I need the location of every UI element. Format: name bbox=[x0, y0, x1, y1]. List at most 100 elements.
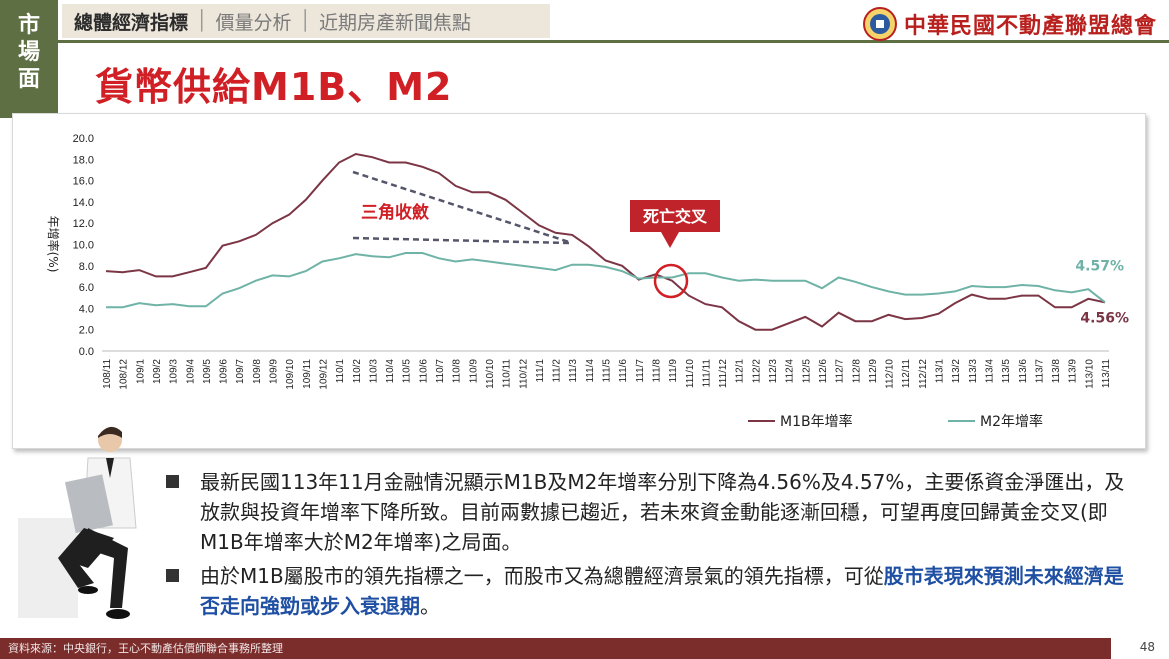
x-tick-label: 113/3 bbox=[968, 359, 979, 384]
x-tick-label: 109/10 bbox=[285, 359, 296, 390]
x-tick-label: 110/3 bbox=[368, 359, 379, 384]
bullet-square-icon bbox=[166, 475, 179, 488]
source-footer: 資料來源：中央銀行，王心不動產估價師聯合事務所整理 bbox=[0, 638, 1111, 659]
y-tick-label: 20.0 bbox=[73, 133, 94, 145]
x-tick-label: 109/7 bbox=[235, 359, 246, 384]
bullet-text: 由於M1B屬股市的領先指標之一，而股市又為總體經濟景氣的領先指標，可從 bbox=[200, 564, 884, 588]
x-tick-label: 112/10 bbox=[885, 359, 896, 389]
y-tick-label: 12.0 bbox=[73, 218, 94, 230]
x-tick-label: 111/5 bbox=[602, 359, 613, 383]
x-tick-label: 109/11 bbox=[302, 359, 313, 389]
x-tick-label: 110/2 bbox=[352, 359, 363, 384]
x-tick-label: 113/4 bbox=[984, 359, 995, 384]
x-tick-label: 112/5 bbox=[801, 359, 812, 384]
nav-separator: │ bbox=[196, 10, 208, 32]
x-tick-label: 111/12 bbox=[718, 359, 729, 389]
triangle-lower-dash bbox=[352, 236, 570, 245]
x-tick-label: 112/11 bbox=[901, 359, 912, 389]
y-tick-label: 18.0 bbox=[73, 154, 94, 166]
org-name: 中華民國不動產聯盟總會 bbox=[903, 13, 1157, 39]
x-tick-label: 110/5 bbox=[402, 359, 413, 384]
x-tick-label: 113/11 bbox=[1101, 359, 1112, 389]
annotation-cross-pointer bbox=[661, 232, 679, 248]
org-emblem-icon bbox=[862, 7, 897, 41]
x-tick-label: 109/8 bbox=[252, 359, 263, 384]
x-tick-label: 111/11 bbox=[701, 359, 712, 388]
x-tick-label: 110/7 bbox=[435, 359, 446, 384]
x-tick-label: 110/4 bbox=[385, 359, 396, 384]
x-tick-label: 113/6 bbox=[1018, 359, 1029, 384]
x-tick-label: 113/8 bbox=[1051, 359, 1062, 384]
annotation-triangle: 三角收斂 bbox=[361, 202, 430, 223]
end-label-m1b: 4.56% bbox=[1080, 310, 1129, 326]
y-tick-label: 10.0 bbox=[73, 240, 94, 252]
bullet-item: 由於M1B屬股市的領先指標之一，而股市又為總體經濟景氣的領先指標，可從股市表現來… bbox=[164, 561, 1139, 621]
annotation-cross: 死亡交叉 bbox=[643, 207, 708, 226]
line-chart: 0.0 2.0 4.0 6.0 8.0 10.0 12.0 14.0 16.0 18.0 20.0 1… bbox=[46, 133, 1129, 430]
y-tick-label: 2.0 bbox=[79, 325, 94, 337]
x-tick-label: 112/3 bbox=[768, 359, 779, 384]
page-number: 48 bbox=[1139, 640, 1155, 654]
header-rule bbox=[58, 40, 1169, 43]
x-tick-label: 113/1 bbox=[935, 359, 946, 384]
x-tick-label: 110/6 bbox=[418, 359, 429, 384]
x-tick-label: 109/9 bbox=[269, 359, 280, 384]
x-tick-label: 110/9 bbox=[468, 359, 479, 384]
chart-panel: 0.0 2.0 4.0 6.0 8.0 10.0 12.0 14.0 16.0 18.0 20.0 1… bbox=[12, 113, 1146, 449]
nav-item-macro[interactable]: 總體經濟指標 bbox=[74, 11, 189, 34]
x-tick-label: 109/6 bbox=[219, 359, 230, 384]
breadcrumb-nav: 總體經濟指標 │ 價量分析 │ 近期房產新聞焦點 bbox=[62, 4, 550, 38]
bullet-item: 最新民國113年11月金融情況顯示M1B及M2年增率分別下降為4.56%及4.5… bbox=[164, 467, 1139, 557]
x-tick-label: 108/11 bbox=[102, 359, 113, 389]
x-tick-label: 112/12 bbox=[918, 359, 929, 389]
x-tick-label: 111/8 bbox=[651, 359, 662, 383]
x-tick-label: 109/2 bbox=[152, 359, 163, 384]
x-tick-label: 111/6 bbox=[618, 359, 629, 383]
bullet-highlight: 股市表現來預測未來經濟是否走向強勁或步入衰退期 bbox=[200, 564, 1124, 618]
x-tick-label: 111/9 bbox=[668, 359, 679, 383]
legend-m1b-label: M1B年增率 bbox=[780, 413, 853, 430]
x-tick-label: 113/2 bbox=[951, 359, 962, 384]
x-tick-label: 111/4 bbox=[585, 359, 596, 383]
y-tick-label: 0.0 bbox=[79, 346, 94, 358]
x-tick-label: 110/12 bbox=[518, 359, 529, 389]
x-tick-label: 112/4 bbox=[785, 359, 796, 384]
x-tick-label: 111/3 bbox=[568, 359, 579, 383]
y-tick-label: 4.0 bbox=[79, 303, 94, 315]
cross-marker-circle bbox=[653, 263, 689, 299]
x-tick-label: 109/5 bbox=[202, 359, 213, 384]
x-tick-label: 111/7 bbox=[635, 359, 646, 383]
x-tick-label: 112/6 bbox=[818, 359, 829, 384]
x-tick-label: 112/1 bbox=[735, 359, 746, 384]
x-tick-label: 109/3 bbox=[169, 359, 180, 384]
x-tick-label: 109/4 bbox=[185, 359, 196, 384]
bullet-suffix: 。 bbox=[420, 594, 440, 618]
x-tick-label: 110/8 bbox=[452, 359, 463, 384]
x-tick-label: 112/9 bbox=[868, 359, 879, 384]
nav-item-price-volume[interactable]: 價量分析 bbox=[215, 11, 292, 34]
bullet-square-icon bbox=[166, 569, 179, 582]
x-tick-label: 111/1 bbox=[535, 359, 546, 383]
x-tick-label: 108/12 bbox=[119, 359, 130, 390]
x-tick-label: 113/10 bbox=[1084, 359, 1095, 389]
x-tick-label: 113/7 bbox=[1034, 359, 1045, 384]
page-title: 貨幣供給M1B、M2 bbox=[95, 65, 453, 109]
x-tick-label: 112/2 bbox=[751, 359, 762, 384]
nav-item-news[interactable]: 近期房產新聞焦點 bbox=[318, 11, 471, 34]
y-tick-label: 14.0 bbox=[73, 197, 94, 209]
triangle-upper-dash bbox=[352, 170, 570, 244]
x-tick-label: 111/2 bbox=[552, 359, 563, 383]
bullet-text: 最新民國113年11月金融情況顯示M1B及M2年增率分別下降為4.56%及4.5… bbox=[200, 470, 1125, 554]
section-tab-char: 市 bbox=[17, 13, 40, 38]
series-m1b-line bbox=[105, 152, 1106, 331]
x-tick-label: 109/12 bbox=[318, 359, 329, 390]
y-tick-label: 8.0 bbox=[79, 261, 94, 273]
x-tick-label: 110/1 bbox=[335, 359, 346, 384]
end-label-m2: 4.57% bbox=[1075, 258, 1124, 274]
y-axis-label: 年增率(%) bbox=[46, 216, 61, 273]
nav-separator: │ bbox=[299, 10, 311, 32]
bullet-list: 最新民國113年11月金融情況顯示M1B及M2年增率分別下降為4.56%及4.5… bbox=[164, 467, 1139, 625]
x-tick-label: 109/1 bbox=[135, 359, 146, 384]
x-tick-label: 112/7 bbox=[835, 359, 846, 384]
org-logo: 中華民國不動產聯盟總會 bbox=[862, 6, 1157, 42]
